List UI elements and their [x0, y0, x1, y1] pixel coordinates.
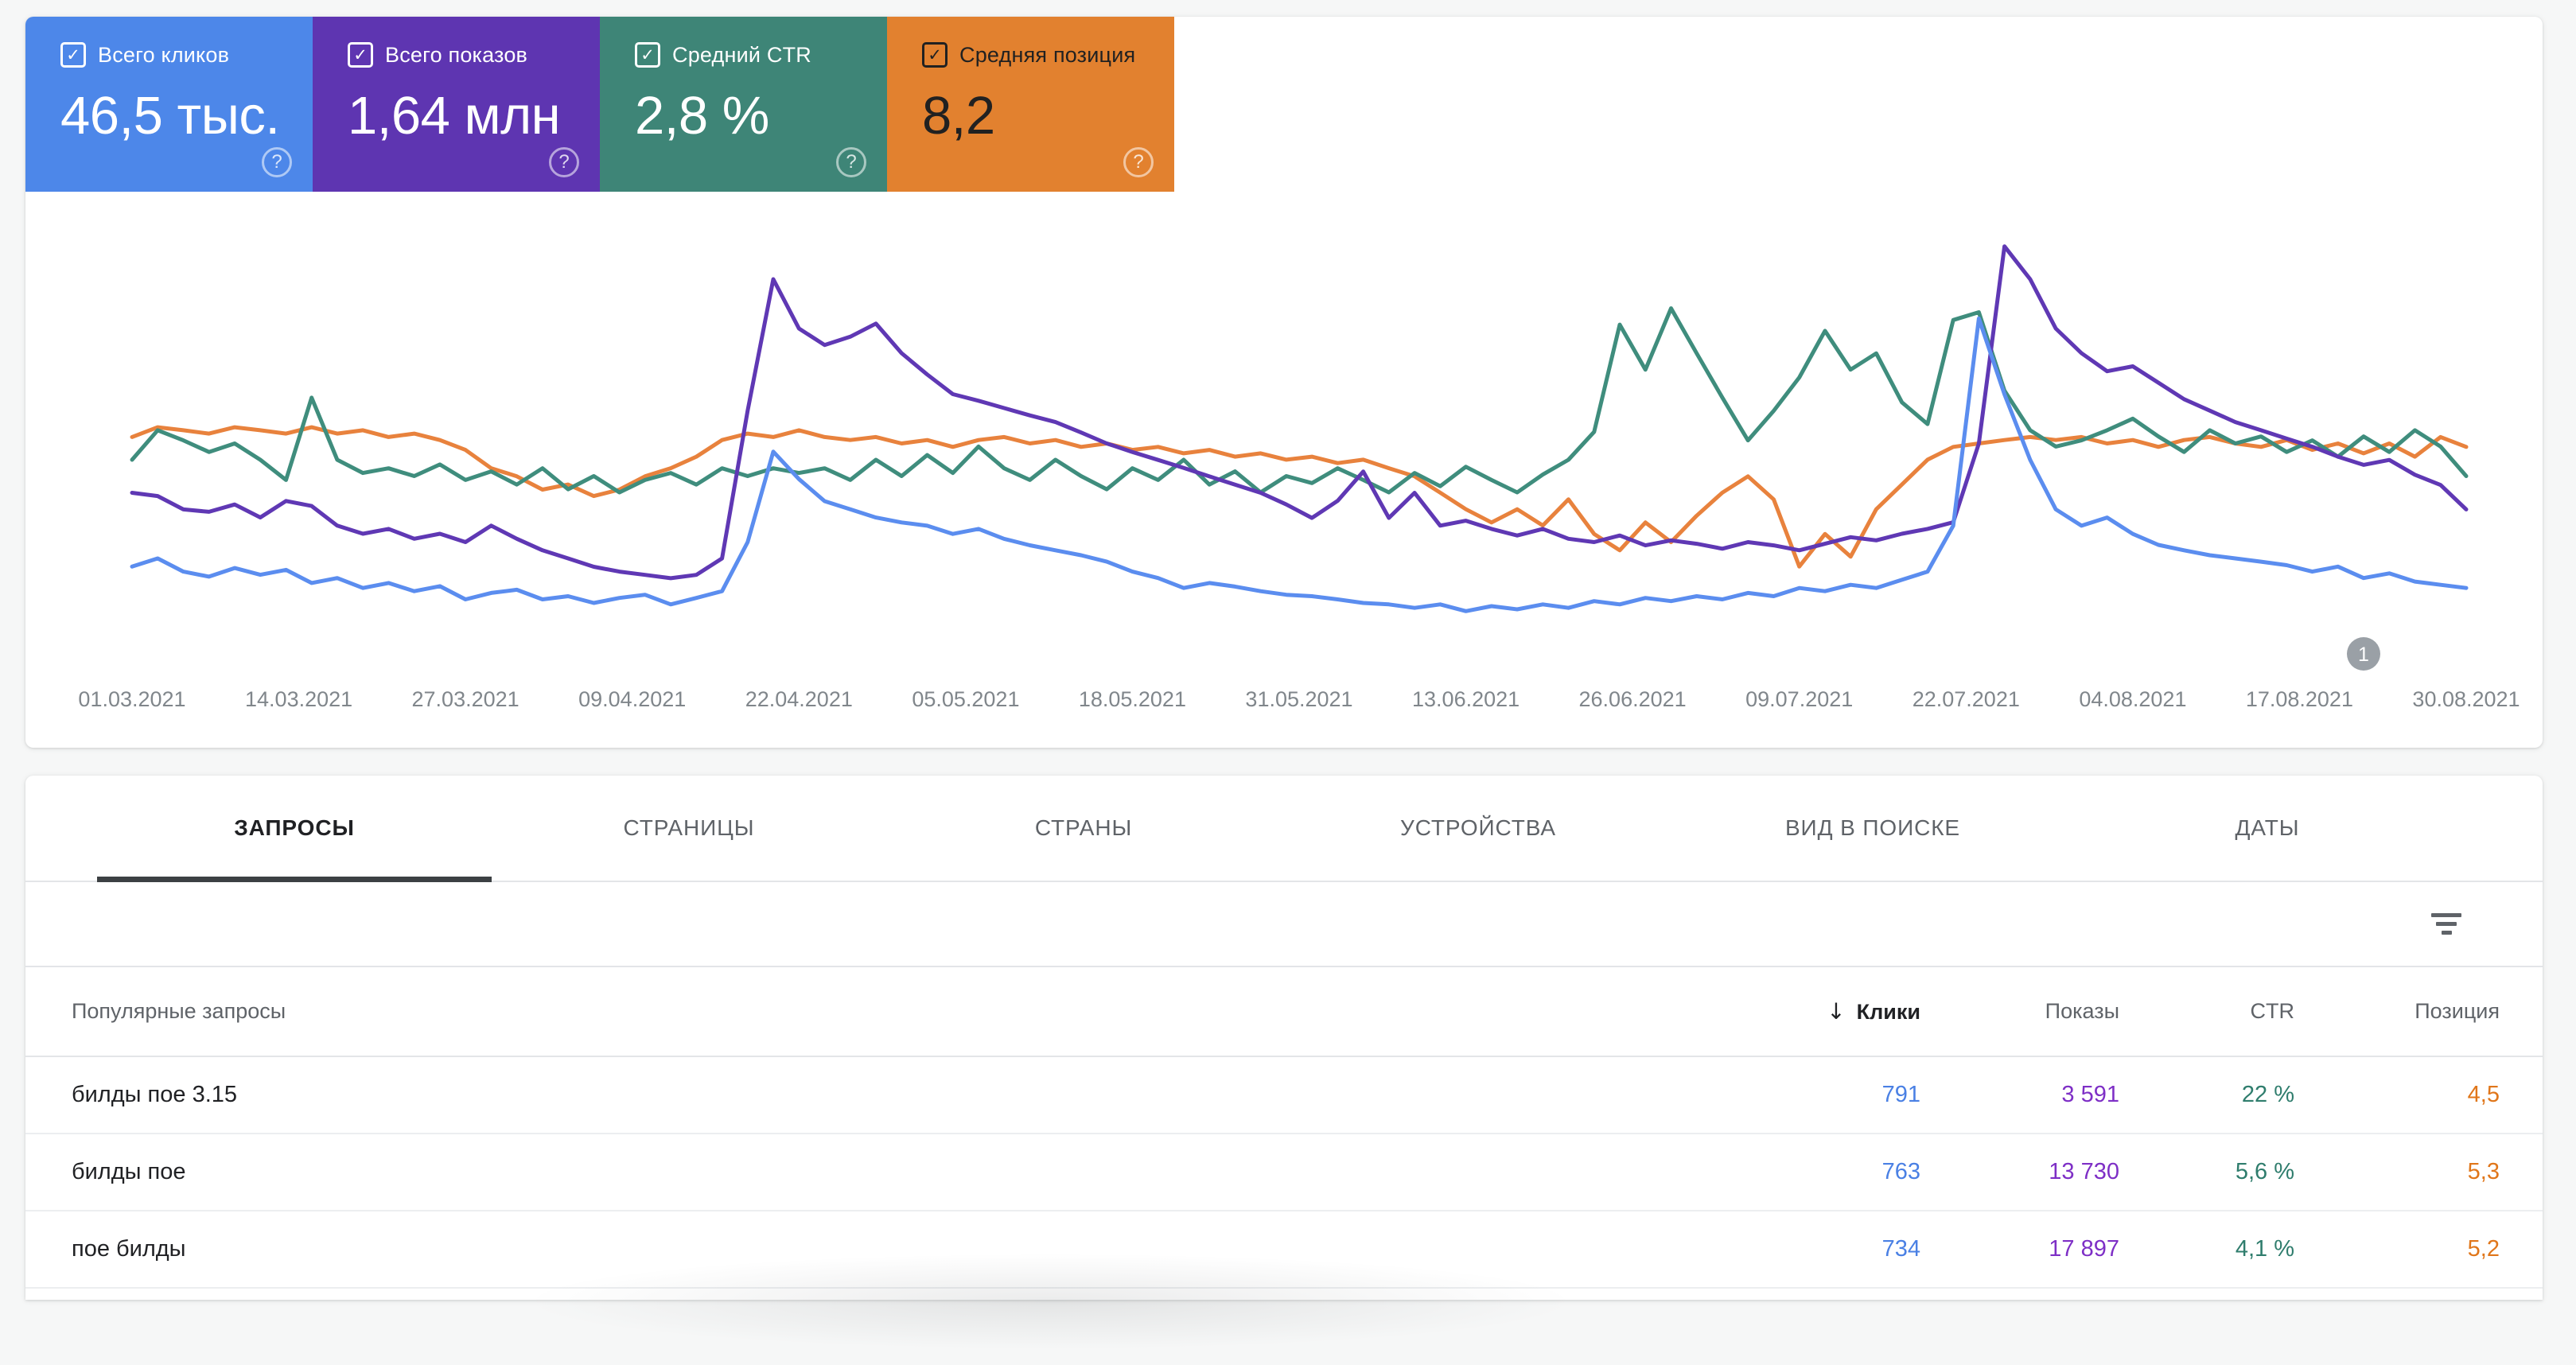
metric-card-total-clicks[interactable]: ✓ Всего кликов 46,5 тыс. ? [25, 17, 313, 192]
tab-devices[interactable]: УСТРОЙСТВА [1400, 815, 1556, 840]
metric-card-value: 46,5 тыс. [60, 86, 280, 146]
position-cell: 5,2 [2467, 1236, 2500, 1262]
ctr-cell: 4,1 % [2235, 1236, 2294, 1262]
sort-desc-icon: ↓ [1827, 998, 1846, 1025]
x-axis-tick-label: 17.08.2021 [2246, 687, 2353, 711]
x-axis-tick-label: 30.08.2021 [2412, 687, 2520, 711]
x-axis-tick-label: 27.03.2021 [412, 687, 519, 711]
x-axis-tick-label: 09.04.2021 [578, 687, 686, 711]
help-icon[interactable]: ? [1123, 147, 1154, 177]
tab-search-appearance[interactable]: ВИД В ПОИСКЕ [1784, 815, 1961, 840]
column-header-position[interactable]: Позиция [2415, 999, 2500, 1023]
metric-card-label: Всего кликов [98, 42, 230, 67]
performance-chart-panel: ✓ Всего кликов 46,5 тыс. ? ✓ Всего показ… [25, 17, 2543, 748]
checkbox-checked-icon[interactable]: ✓ [60, 42, 86, 68]
performance-chart[interactable]: 01.03.2021 14.03.2021 27.03.2021 09.04.2021… [25, 192, 2543, 748]
query-cell[interactable]: билды пое 3.15 [72, 1082, 238, 1107]
dimension-tabs: ЗАПРОСЫ СТРАНИЦЫ СТРАНЫ УСТРОЙСТВА ВИД В… [25, 776, 2543, 882]
tab-dates[interactable]: ДАТЫ [2235, 815, 2300, 840]
metric-card-value: 8,2 [922, 86, 995, 146]
x-axis-tick-label: 04.08.2021 [2079, 687, 2186, 711]
x-axis-tick-label: 01.03.2021 [78, 687, 185, 711]
metric-card-value: 1,64 млн [348, 86, 561, 146]
chart-annotation-badge [2347, 637, 2380, 671]
help-icon[interactable]: ? [262, 147, 292, 177]
metric-card-average-ctr[interactable]: ✓ Средний CTR 2,8 % ? [600, 17, 887, 192]
position-cell: 4,5 [2467, 1082, 2500, 1107]
column-header-queries[interactable]: Популярные запросы [72, 999, 286, 1023]
impressions-cell: 3 591 [2061, 1082, 2119, 1107]
chart-line-position [130, 425, 2469, 569]
x-axis-tick-label: 22.07.2021 [1913, 687, 2020, 711]
x-axis-tick-label: 09.07.2021 [1745, 687, 1853, 711]
help-icon[interactable]: ? [549, 147, 579, 177]
filter-icon[interactable] [2423, 905, 2469, 943]
check-icon: ✓ [66, 45, 80, 64]
metric-card-label: Всего показов [385, 42, 528, 67]
chart-line-impressionsday [130, 244, 2469, 581]
column-header-clicks[interactable]: ↓ Клики [1827, 998, 1920, 1025]
metric-cards: ✓ Всего кликов 46,5 тыс. ? ✓ Всего показ… [25, 17, 2543, 192]
x-axis-tick-label: 13.06.2021 [1412, 687, 1520, 711]
tab-queries[interactable]: ЗАПРОСЫ [97, 776, 492, 882]
metric-card-label: Средний CTR [672, 42, 811, 67]
column-header-ctr[interactable]: CTR [2250, 999, 2295, 1023]
check-icon: ✓ [640, 45, 655, 64]
chart-line- [130, 306, 2469, 495]
clicks-cell: 791 [1881, 1082, 1920, 1107]
x-axis-tick-label: 31.05.2021 [1245, 687, 1352, 711]
checkbox-checked-icon[interactable]: ✓ [635, 42, 660, 68]
table-toolbar [25, 882, 2543, 967]
table-row[interactable]: билды пое 3.15 791 3 591 22 % 4,5 [25, 1057, 2543, 1134]
metric-card-label: Средняя позиция [959, 42, 1136, 67]
x-axis-tick-label: 14.03.2021 [245, 687, 352, 711]
column-header-impressions[interactable]: Показы [2045, 999, 2119, 1023]
chart-annotation-badge-label: 1 [2358, 644, 2369, 666]
query-cell[interactable]: билды пое [72, 1159, 186, 1184]
check-icon: ✓ [353, 45, 368, 64]
table-row[interactable]: пое билды 734 17 897 4,1 % 5,2 [25, 1211, 2543, 1289]
tab-countries[interactable]: СТРАНЫ [1034, 815, 1133, 840]
ctr-cell: 22 % [2241, 1082, 2294, 1107]
checkbox-checked-icon[interactable]: ✓ [922, 42, 948, 68]
metric-card-total-impressions[interactable]: ✓ Всего показов 1,64 млн ? [313, 17, 600, 192]
table-row[interactable]: билды пое 763 13 730 5,6 % 5,3 [25, 1134, 2543, 1211]
table-header-row: Популярные запросы ↓ Клики Показы CTR Поз… [25, 967, 2543, 1057]
x-axis-tick-label: 05.05.2021 [912, 687, 1019, 711]
clicks-cell: 734 [1881, 1236, 1920, 1262]
chart-line-clicksday [130, 316, 2469, 613]
performance-chart-area[interactable]: 01.03.2021 14.03.2021 27.03.2021 09.04.2021… [25, 192, 2543, 748]
ctr-cell: 5,6 % [2235, 1159, 2294, 1184]
x-axis-tick-label: 18.05.2021 [1079, 687, 1186, 711]
metric-card-value: 2,8 % [635, 86, 769, 146]
clicks-cell: 763 [1881, 1159, 1920, 1184]
query-cell[interactable]: пое билды [72, 1236, 186, 1262]
help-icon[interactable]: ? [836, 147, 866, 177]
impressions-cell: 17 897 [2049, 1236, 2119, 1262]
check-icon: ✓ [928, 45, 942, 64]
position-cell: 5,3 [2467, 1159, 2500, 1184]
metric-card-average-position[interactable]: ✓ Средняя позиция 8,2 ? [887, 17, 1174, 192]
x-axis-tick-label: 22.04.2021 [745, 687, 853, 711]
checkbox-checked-icon[interactable]: ✓ [348, 42, 373, 68]
dimensions-table-panel: ЗАПРОСЫ СТРАНИЦЫ СТРАНЫ УСТРОЙСТВА ВИД В… [25, 776, 2543, 1300]
x-axis-tick-label: 26.06.2021 [1579, 687, 1687, 711]
tab-pages[interactable]: СТРАНИЦЫ [623, 815, 755, 840]
impressions-cell: 13 730 [2049, 1159, 2119, 1184]
